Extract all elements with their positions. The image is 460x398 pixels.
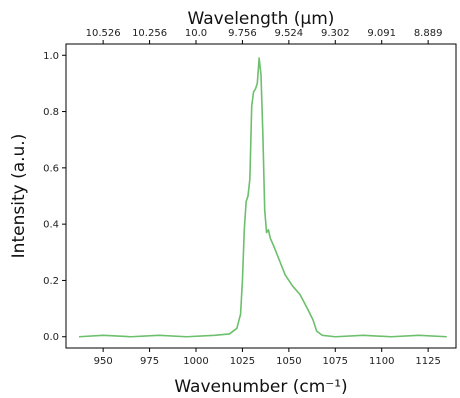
- top-x-axis-title: Wavelength (μm): [188, 9, 335, 29]
- top-x-tick-label: 10.0: [185, 28, 207, 39]
- y-tick-label: 0.4: [43, 220, 59, 231]
- x-tick-label: 1100: [369, 356, 394, 367]
- series-layer: [78, 57, 447, 338]
- y-tick-label: 0.0: [43, 332, 59, 343]
- plot-frame: [65, 43, 457, 349]
- y-tick-label: 1.0: [43, 51, 59, 62]
- series-line-0: [78, 57, 447, 338]
- top-x-tick-label: 9.524: [275, 28, 304, 39]
- y-axis-title: Intensity (a.u.): [9, 134, 29, 259]
- x-tick-label: 1000: [183, 356, 208, 367]
- x-tick-label: 1075: [323, 356, 348, 367]
- x-tick-label: 1050: [276, 356, 301, 367]
- top-x-axis: 10.526 10.256 10.0 9.756 9.524 9.302 9.091 8.88…: [86, 28, 443, 44]
- bottom-x-axis: 950 975 1000 1025 1050 1075 1100 1125: [94, 348, 441, 367]
- x-tick-label: 1125: [415, 356, 440, 367]
- top-x-tick-label: 8.889: [414, 28, 443, 39]
- top-x-tick-label: 9.756: [228, 28, 257, 39]
- y-axis: 0.0 0.2 0.4 0.6 0.8 1.0: [43, 51, 66, 343]
- top-x-tick-label: 9.302: [321, 28, 350, 39]
- top-x-tick-label: 9.091: [367, 28, 396, 39]
- y-tick-label: 0.2: [43, 276, 59, 287]
- y-tick-label: 0.6: [43, 163, 59, 174]
- x-axis-title: Wavenumber (cm⁻¹): [174, 377, 347, 397]
- y-tick-label: 0.8: [43, 107, 59, 118]
- x-tick-label: 1025: [230, 356, 255, 367]
- top-x-tick-label: 10.256: [132, 28, 167, 39]
- x-tick-label: 950: [94, 356, 113, 367]
- top-x-tick-label: 10.526: [86, 28, 121, 39]
- x-tick-label: 975: [140, 356, 159, 367]
